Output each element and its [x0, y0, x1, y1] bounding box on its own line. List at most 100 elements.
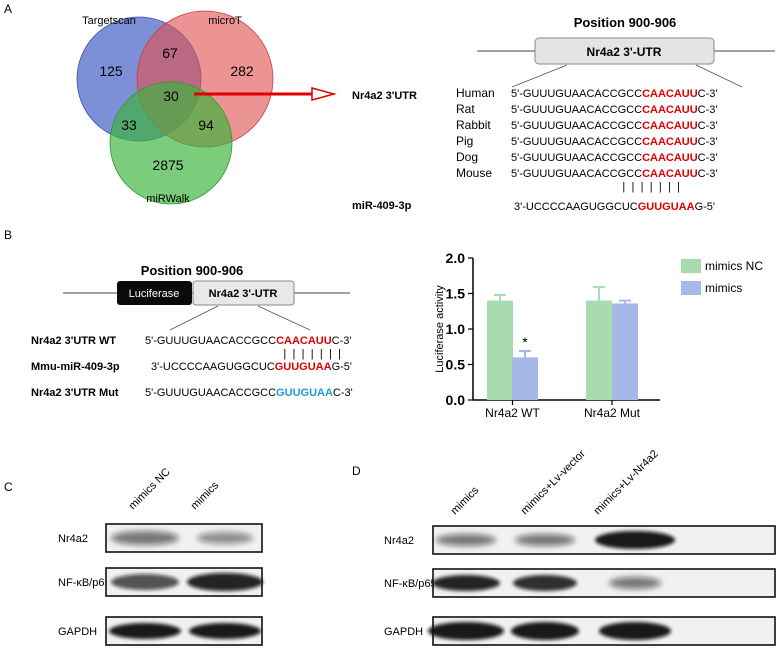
position-title-a: Position 900-906 [574, 15, 677, 30]
species-name: Pig [456, 134, 473, 148]
panel-label-b: B [4, 228, 12, 242]
bar-mimics-0 [512, 357, 538, 400]
venn-count-microt-only: 282 [230, 63, 254, 79]
utr-box-a [534, 37, 715, 65]
utr-box-a-label: Nr4a2 3'-UTR [587, 45, 662, 59]
zoom-line-right-a [695, 64, 743, 88]
venn-count-targetscan-only: 125 [99, 63, 123, 79]
panel-label-d: D [352, 464, 361, 478]
zoom-line-left-b [169, 305, 219, 331]
legend-label: mimics [705, 281, 742, 295]
venn-label-mirwalk: miRWalk [146, 193, 190, 205]
blot-band [515, 534, 575, 546]
venn-circle-mirwalk [109, 81, 233, 205]
bar-mimics-nc-0 [487, 300, 513, 400]
blot-band [111, 574, 179, 590]
y-tick-label: 0.5 [446, 357, 466, 373]
luciferase-box-label: Luciferase [129, 288, 180, 300]
blot-row-label: GAPDH [384, 626, 423, 638]
significance-star: * [522, 334, 528, 350]
venn-count-microt-mirwalk: 94 [198, 117, 214, 133]
species-sequence: 5'-GUUUGUAACACCGCCCAACAUUC-3' [511, 168, 718, 180]
position-title-b: Position 900-906 [141, 263, 244, 278]
legend-swatch [681, 281, 701, 295]
blot-row-label: NF-κB/p65 [58, 577, 111, 589]
blot-band [109, 623, 181, 639]
blot-row-label: GAPDH [58, 626, 97, 638]
mirna-sequence-a: 3'-UCCCCAAGUGGCUCGUUGUAAG-5' [514, 201, 715, 213]
sequence-row-seq: 5'-GUUUGUAACACCGCCGUUGUAAC-3' [145, 387, 353, 399]
x-tick-label: Nr4a2 WT [485, 406, 540, 420]
species-name: Mouse [456, 166, 492, 180]
blot-row-label: Nr4a2 [58, 533, 88, 545]
venn-count-center: 30 [163, 88, 179, 104]
venn-label-microt: microT [208, 15, 242, 27]
blot-band [197, 532, 253, 544]
western-blot-c: mimics NC mimics Nr4a2 NF-κB/p65 GAPDH [58, 466, 263, 646]
blot-band [511, 622, 579, 640]
species-sequence: 5'-GUUUGUAACACCGCCCAACAUUC-3' [511, 88, 718, 100]
x-tick-label: Nr4a2 Mut [584, 406, 641, 420]
venn-count-targetscan-mirwalk: 33 [121, 117, 137, 133]
venn-count-mirwalk-only: 2875 [152, 157, 183, 173]
y-tick-label: 1.0 [446, 321, 466, 337]
species-name: Rabbit [456, 118, 491, 132]
blot-band [428, 622, 504, 640]
blot-band [513, 575, 577, 591]
venn-label-targetscan: Targetscan [82, 15, 136, 27]
pairing-lines-a: | | | | | | | [622, 181, 681, 193]
zoom-line-right-b [257, 305, 311, 331]
panel-label-a: A [4, 2, 12, 16]
y-tick-label: 1.5 [446, 286, 466, 302]
panel-label-c: C [4, 480, 13, 494]
blot-band [432, 575, 500, 591]
species-name: Dog [456, 150, 478, 164]
utr-box-b [192, 280, 295, 306]
mirna-label: miR-409-3p [352, 200, 412, 212]
lane-label: mimics [449, 484, 482, 517]
species-alignment: Human 5'-GUUUGUAACACCGCCCAACAUUC-3' Rat 5'-… [456, 86, 718, 180]
y-tick-label: 0.0 [446, 392, 466, 408]
y-tick-label: 2.0 [446, 250, 466, 266]
bar-mimics-nc-1 [586, 300, 612, 400]
western-blot-d: mimics mimics+Lv-vector mimics+Lv-Nr4a2 Nr4… [384, 448, 776, 646]
sequence-row-seq: 5'-GUUUGUAACACCGCCCAACAUUC-3' [145, 335, 352, 347]
species-name: Human [456, 86, 495, 100]
legend-swatch [681, 259, 701, 273]
blot-band [111, 531, 179, 545]
species-sequence: 5'-GUUUGUAACACCGCCCAACAUUC-3' [511, 104, 718, 116]
sequence-row-label: Mmu-miR-409-3p [31, 361, 120, 373]
blot-band [436, 534, 496, 546]
lane-label: mimics [189, 479, 222, 512]
utr-box-b-label: Nr4a2 3'-UTR [209, 288, 278, 300]
species-sequence: 5'-GUUUGUAACACCGCCCAACAUUC-3' [511, 136, 718, 148]
species-sequence: 5'-GUUUGUAACACCGCCCAACAUUC-3' [511, 152, 718, 164]
sequence-row-label: Nr4a2 3'UTR WT [31, 335, 116, 347]
blot-row-label: NF-κB/p65 [384, 578, 437, 590]
legend-label: mimics NC [705, 259, 763, 273]
sequence-row-seq: 3'-UCCCCAAGUGGCUCGUUGUAAG-5' [151, 361, 352, 373]
lane-label: mimics NC [127, 466, 173, 512]
blot-row-label: Nr4a2 [384, 535, 414, 547]
mutation-alignment: Nr4a2 3'UTR WT 5'-GUUUGUAACACCGCCCAACAUUC… [31, 335, 353, 399]
target-gene-label: Nr4a2 3'UTR [352, 90, 417, 102]
blot-band [595, 531, 675, 549]
blot-band [609, 577, 661, 589]
lane-label: mimics+Lv-vector [519, 448, 588, 517]
species-name: Rat [456, 102, 475, 116]
blot-band [187, 573, 263, 591]
sequence-row-label: Nr4a2 3'UTR Mut [31, 387, 119, 399]
lane-label: mimics+Lv-Nr4a2 [592, 448, 661, 517]
y-axis-label: Luciferase activity [434, 285, 446, 373]
arrow-to-target [194, 87, 337, 101]
pairing-lines-b: | | | | | | | [283, 348, 342, 360]
species-sequence: 5'-GUUUGUAACACCGCCCAACAUUC-3' [511, 120, 718, 132]
zoom-line-left-a [511, 64, 568, 88]
venn-diagram: Targetscan microT miRWalk 125 67 282 30 … [76, 10, 274, 205]
bar-mimics-1 [612, 303, 638, 400]
luciferase-box [117, 281, 192, 305]
luciferase-bar-chart: 0.0 0.5 1.0 1.5 2.0 Luciferase activity Nr4a2 … [434, 250, 763, 420]
venn-count-targetscan-microt: 67 [162, 45, 178, 61]
blot-band [599, 622, 671, 640]
